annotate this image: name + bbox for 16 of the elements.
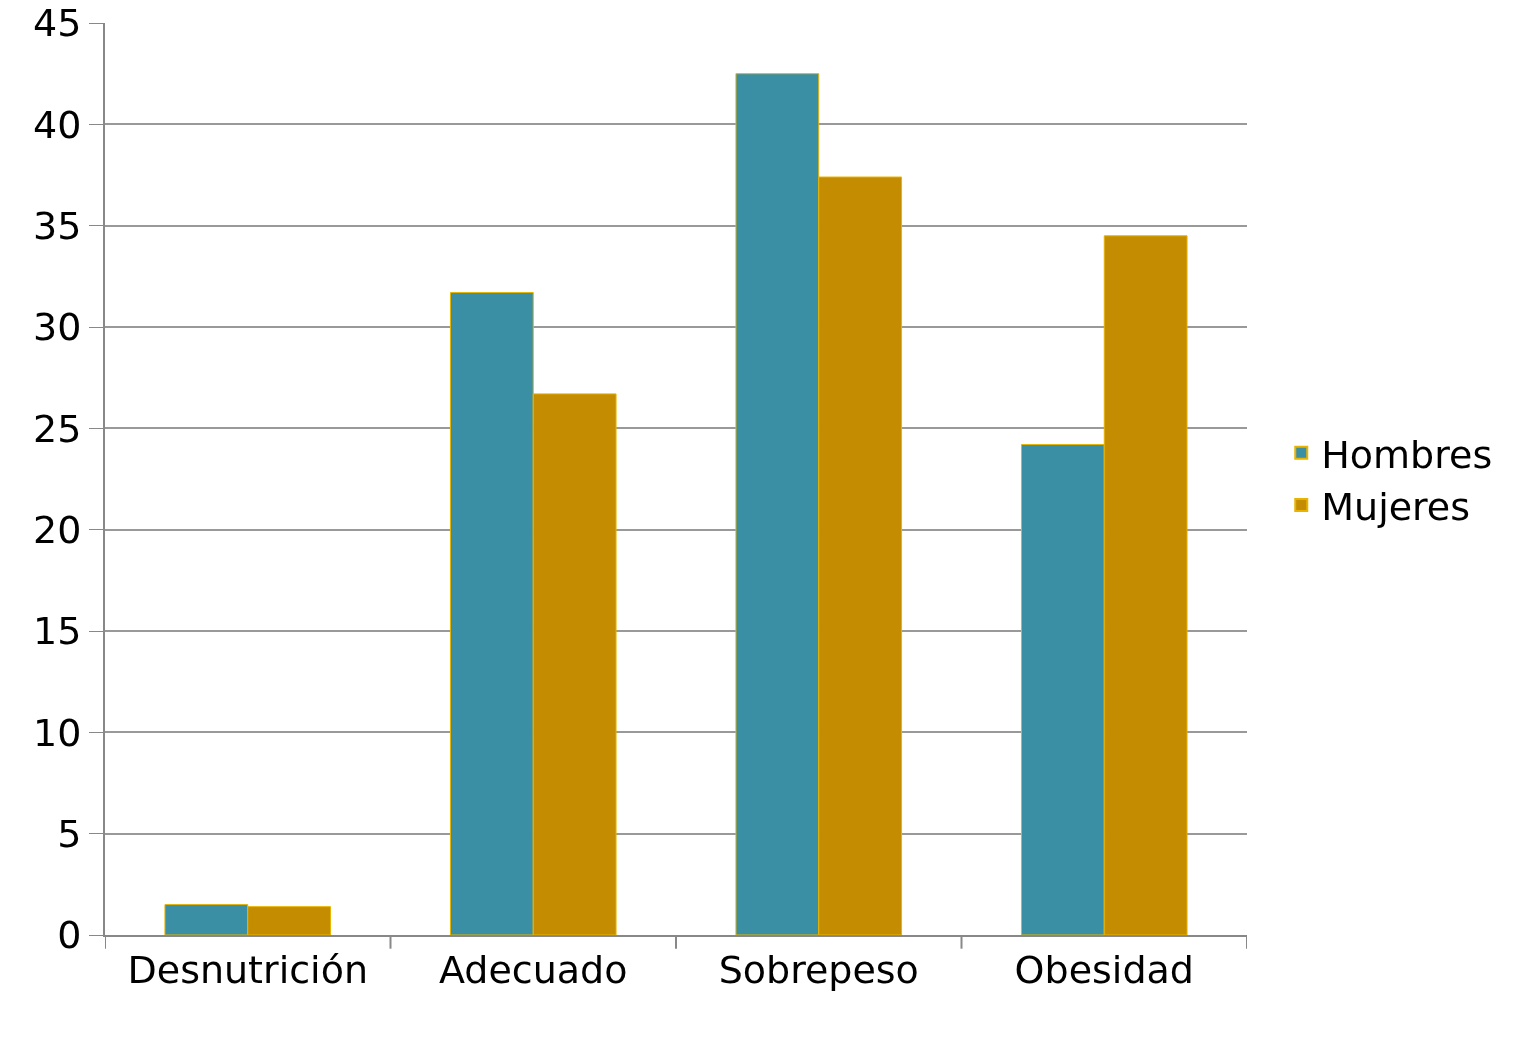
x-tick-label: Desnutrición [127,947,368,992]
y-tick-label: 15 [33,609,82,654]
legend-label: Mujeres [1321,484,1471,529]
y-tick-label: 45 [33,1,82,46]
x-tick-label: Adecuado [439,947,628,992]
y-tick-label: 10 [33,710,82,755]
x-tick-label: Sobrepeso [718,947,919,992]
legend-label: Hombres [1321,432,1493,477]
y-tick-label: 20 [33,507,82,552]
y-tick-label: 30 [33,305,82,350]
y-tick-label: 40 [33,102,82,147]
x-tick-label: Obesidad [1014,947,1194,992]
y-tick-label: 0 [57,913,82,958]
y-tick-label: 25 [33,406,82,451]
y-tick-label: 5 [57,811,82,856]
y-tick-label: 35 [33,203,82,248]
